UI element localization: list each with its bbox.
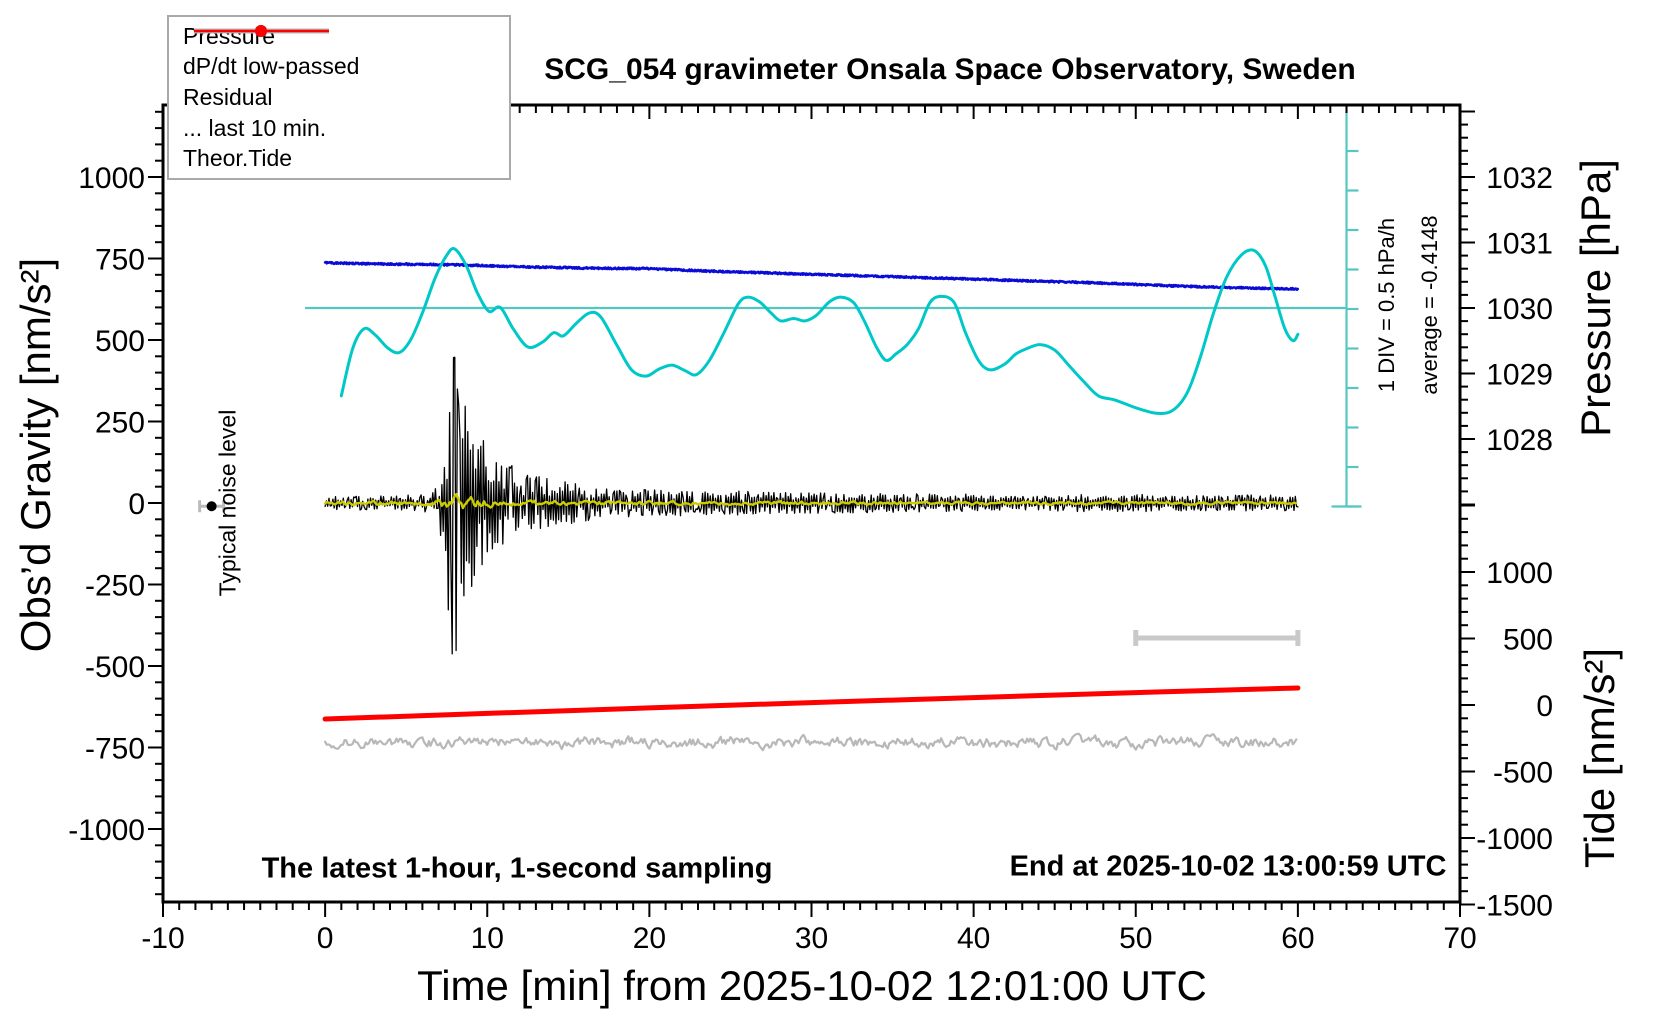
average-label: average = -0.4148 — [1417, 215, 1442, 395]
tick-label: 250 — [95, 407, 145, 440]
tick-label: -750 — [85, 733, 145, 766]
noise-level-marker — [198, 500, 226, 513]
pressure-axis-title: Pressure [hPa] — [1572, 159, 1619, 437]
legend-label: dP/dt low-passed — [183, 53, 360, 80]
series-dpdt-lowpassed — [339, 247, 1300, 415]
tick-label: 1000 — [78, 162, 145, 195]
tick-label: 500 — [1503, 624, 1553, 657]
tick-label: 20 — [633, 922, 666, 955]
tide-axis-title: Tide [nm/s²] — [1576, 647, 1623, 869]
tick-label: 40 — [957, 922, 990, 955]
series-theor-tide — [322, 685, 1301, 722]
tick-label: -1000 — [1476, 823, 1553, 856]
tick-label: 1031 — [1486, 228, 1553, 261]
tick-label: 30 — [795, 922, 828, 955]
legend-label: Residual — [183, 83, 273, 110]
tick-label: -500 — [85, 651, 145, 684]
tick-label: -250 — [85, 570, 145, 603]
tick-label: 0 — [1536, 690, 1553, 723]
chart-title: SCG_054 gravimeter Onsala Space Observat… — [544, 53, 1356, 86]
series-residual — [324, 356, 1299, 655]
tick-label: -500 — [1493, 757, 1553, 790]
tick-label: -1500 — [1476, 890, 1553, 923]
div-scale-label: 1 DIV = 0.5 hPa/h — [1374, 217, 1399, 393]
series-residual-lowpassed — [323, 492, 1298, 510]
tick-label: -10 — [141, 922, 184, 955]
last10-window-bar — [1133, 629, 1301, 646]
tick-label: 70 — [1443, 922, 1476, 955]
series-pressure — [323, 260, 1299, 292]
dpdt-div-scale — [1331, 105, 1362, 508]
tick-label: 500 — [95, 325, 145, 358]
tick-label: 50 — [1119, 922, 1152, 955]
tick-label: 1030 — [1486, 293, 1553, 326]
series-last10min — [324, 732, 1298, 752]
tick-label: 0 — [128, 488, 145, 521]
tick-label: 10 — [471, 922, 504, 955]
axis-ticks: -10 0 10 20 30 40 50 60 70 1000 750 500 250 0 -250 -500… — [68, 105, 1553, 955]
tick-label: 1028 — [1486, 424, 1553, 457]
tick-label: 1000 — [1486, 557, 1553, 590]
tick-label: -1000 — [68, 814, 145, 847]
legend-swatch-icon — [194, 25, 329, 37]
x-axis-title: Time [min] from 2025-10-02 12:01:00 UTC — [417, 962, 1207, 1009]
tick-label: 1029 — [1486, 359, 1553, 392]
noise-level-label: Typical noise level — [214, 409, 241, 597]
legend-box: Pressure dP/dt low-passed Residual... last… — [167, 15, 511, 180]
legend-entry-4: Theor.Tide — [169, 25, 509, 173]
tick-label: 1032 — [1486, 162, 1553, 195]
sampling-note: The latest 1-hour, 1-second sampling — [261, 852, 773, 885]
legend-label: Theor.Tide — [183, 145, 293, 172]
legend-entry-2: Residual — [169, 28, 509, 111]
end-time-note: End at 2025-10-02 13:00:59 UTC — [1009, 850, 1447, 883]
tick-label: 60 — [1281, 922, 1314, 955]
gravity-axis-title: Obs’d Gravity [nm/s²] — [12, 257, 59, 653]
tick-label: 0 — [317, 922, 334, 955]
legend-entry-3: ... last 10 min. — [169, 28, 509, 142]
tick-label: 750 — [95, 244, 145, 277]
legend-entry-1: dP/dt low-passed — [169, 25, 509, 81]
legend-label: ... last 10 min. — [183, 114, 327, 141]
